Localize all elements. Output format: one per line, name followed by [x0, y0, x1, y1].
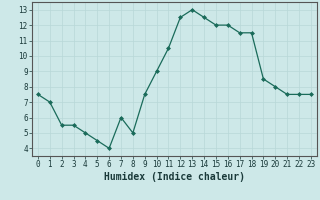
- X-axis label: Humidex (Indice chaleur): Humidex (Indice chaleur): [104, 172, 245, 182]
